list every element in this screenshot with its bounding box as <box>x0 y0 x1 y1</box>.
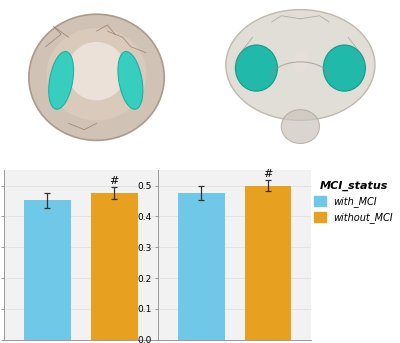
Ellipse shape <box>226 10 375 120</box>
Ellipse shape <box>293 51 308 73</box>
Bar <box>24 200 71 340</box>
Bar <box>178 193 224 340</box>
Ellipse shape <box>281 110 320 143</box>
Bar <box>91 193 138 340</box>
Ellipse shape <box>118 51 143 109</box>
Text: #: # <box>263 169 273 179</box>
Ellipse shape <box>46 28 146 120</box>
Legend: with_MCI, without_MCI: with_MCI, without_MCI <box>312 178 395 225</box>
Ellipse shape <box>29 14 164 140</box>
Ellipse shape <box>235 45 278 91</box>
Ellipse shape <box>67 42 126 100</box>
Ellipse shape <box>323 45 366 91</box>
Text: #: # <box>110 176 119 186</box>
Ellipse shape <box>49 51 74 109</box>
Bar <box>245 186 291 340</box>
